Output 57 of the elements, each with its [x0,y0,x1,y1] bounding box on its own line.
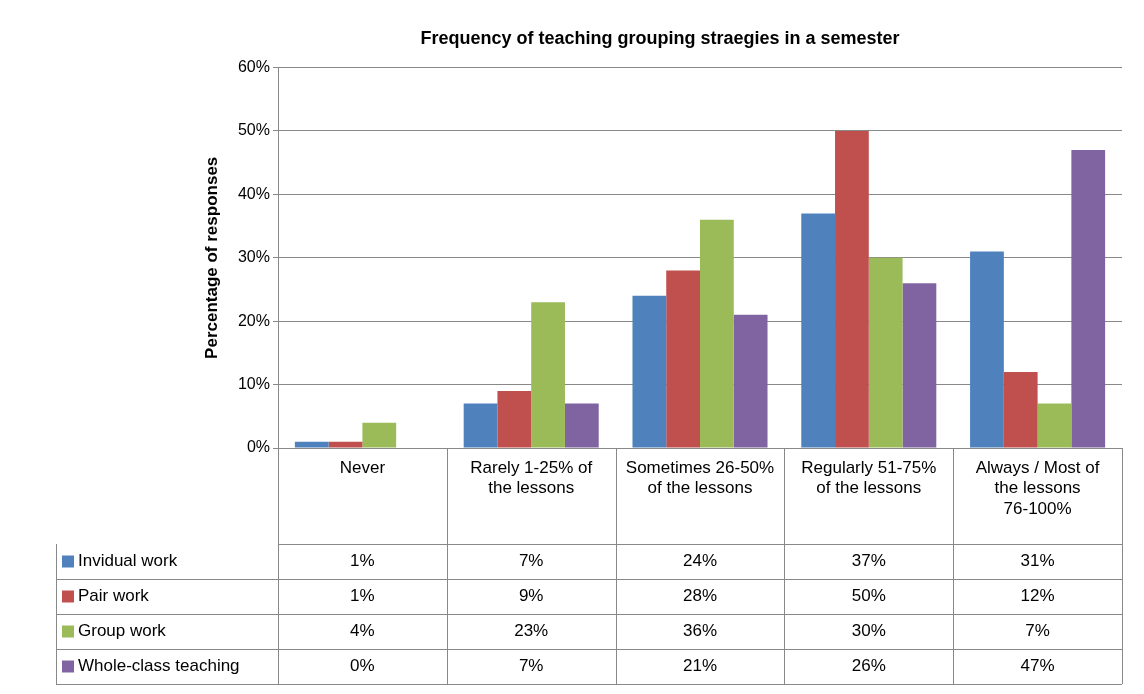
data-label: 7% [518,551,544,571]
data-label: 37% [851,551,886,571]
bar [902,283,937,448]
data-label: 9% [518,586,544,606]
y-tick-label: 20% [237,311,270,329]
y-tick-label: 10% [237,375,270,393]
bar [970,251,1004,448]
bar [868,257,903,448]
chart-title: Frequency of teaching grouping straegies in a semester [420,27,900,48]
bar [835,131,869,448]
data-label: 1% [350,551,375,571]
bar [564,403,599,448]
bar [700,219,734,448]
bar [632,295,667,448]
bar [497,390,532,448]
data-label: 36% [682,621,718,641]
bar [463,403,498,448]
y-axis-title: Percentage of responses [201,156,221,359]
bar [1003,371,1038,448]
y-tick-label: 60% [237,58,270,76]
bar [1071,150,1106,448]
y-tick-label: 30% [237,248,270,266]
bar [733,314,768,448]
legend-label: Group work [78,621,167,641]
legend-label: Invidual work [78,551,178,571]
y-tick-label: 50% [237,121,270,139]
x-tick-label: Regularly 51-75% of the lessons [801,457,937,498]
data-label: 0% [350,656,375,676]
x-tick-label: Never [339,457,386,477]
data-label: 12% [1020,586,1055,606]
x-tick-label: Sometimes 26-50% of the lessons [625,457,775,498]
data-label: 31% [1020,551,1055,571]
bar [328,441,363,448]
data-label: 1% [350,586,375,606]
data-label: 4% [350,621,375,641]
bar [801,213,836,448]
bar [666,270,700,448]
data-label: 7% [518,656,544,676]
data-label: 30% [851,621,886,641]
data-label: 26% [851,656,886,676]
x-tick-label: Always / Most of the lessons 76-100% [975,457,1100,518]
data-label: 24% [682,551,718,571]
data-label: 21% [682,656,718,676]
data-label: 7% [1025,621,1050,641]
bar [362,422,397,448]
y-tick-label: 40% [237,184,270,202]
bar [531,302,565,448]
data-label: 47% [1020,656,1055,676]
data-label: 23% [514,621,549,641]
legend-label: Pair work [78,586,150,606]
data-label: 50% [851,586,886,606]
legend-label: Whole-class teaching [78,656,240,676]
data-label: 28% [682,586,718,606]
bar [294,441,329,448]
y-tick-label: 0% [246,438,270,456]
x-tick-label: Rarely 1-25% of the lessons [470,457,593,498]
bar [1037,403,1072,448]
